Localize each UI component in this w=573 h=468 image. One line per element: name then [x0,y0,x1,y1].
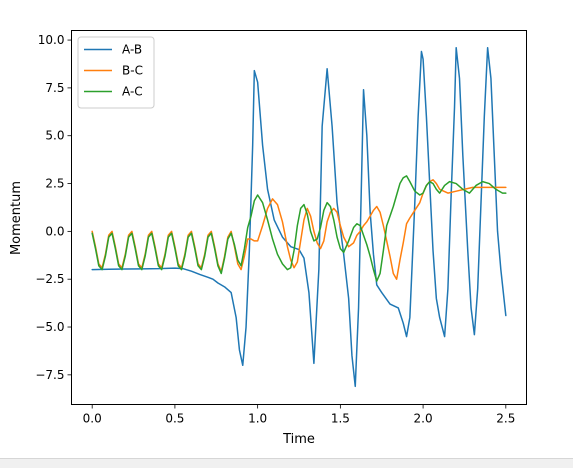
y-tick-label: −2.5 [35,272,64,286]
x-tick-label: 0.5 [165,412,184,426]
x-axis-label: Time [282,432,315,447]
y-tick-label: −7.5 [35,368,64,382]
plot-frame [71,30,527,405]
legend-box [77,36,155,109]
y-tick-label: 0.0 [45,224,64,238]
series-line-a-c [91,175,507,282]
y-tick-label: 5.0 [45,129,64,143]
legend-label: A-B [122,43,142,57]
x-axis: 0.0 0.5 1.0 1.5 2.0 2.5 [83,404,515,426]
x-tick-label: 1.0 [248,412,267,426]
series-line-a-b [91,46,507,388]
series-line-b-c [91,178,507,280]
x-tick-label: 0.0 [83,412,102,426]
y-tick-label: −5.0 [35,320,64,334]
x-tick-label: 2.0 [414,412,433,426]
legend-label: B-C [122,64,143,78]
y-axis-label: Momentum [9,181,24,255]
window-bottom-strip [0,458,573,468]
x-tick-label: 2.5 [496,412,515,426]
legend: A-B B-C A-C [77,36,155,109]
y-tick-label: 2.5 [45,177,64,191]
series-layer [91,46,507,388]
y-tick-label: 7.5 [45,81,64,95]
line-chart: 0.0 0.5 1.0 1.5 2.0 2.5 −7.5 −5.0 −2.5 0.0 2.5 5.0… [9,30,527,447]
y-axis: −7.5 −5.0 −2.5 0.0 2.5 5.0 7.5 10.0 [35,33,72,382]
legend-label: A-C [122,85,143,99]
y-tick-label: 10.0 [38,33,65,47]
x-tick-label: 1.5 [331,412,350,426]
